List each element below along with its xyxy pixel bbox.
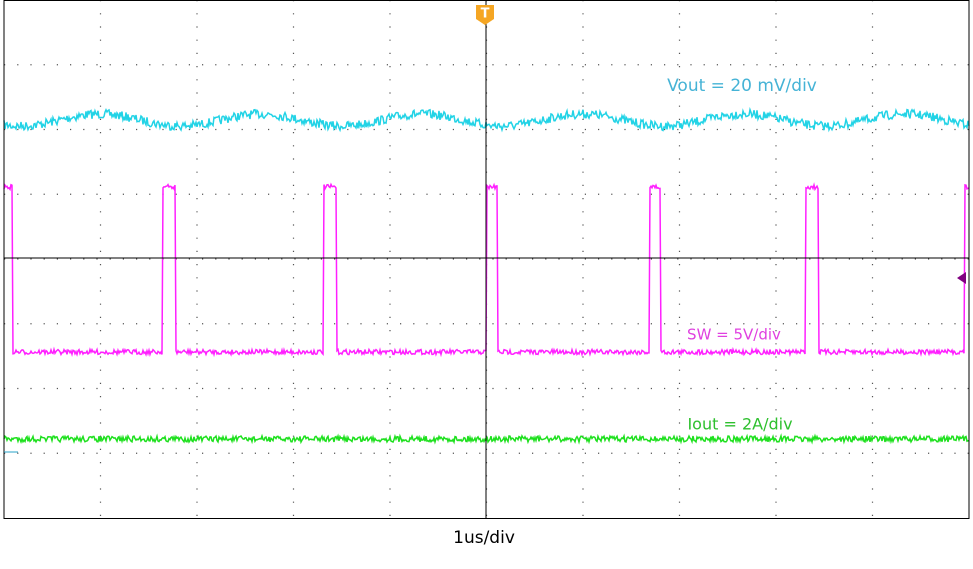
trace-label: Vout = 20 mV/div [667,76,817,96]
trigger-marker: T [481,7,490,22]
trace-label: SW = 5V/div [687,326,781,344]
level-marker [957,272,966,284]
trigger-marker-bg [476,5,494,25]
trace-label: Iout = 2A/div [687,415,792,434]
x-axis-label: 1us/div [453,528,515,548]
